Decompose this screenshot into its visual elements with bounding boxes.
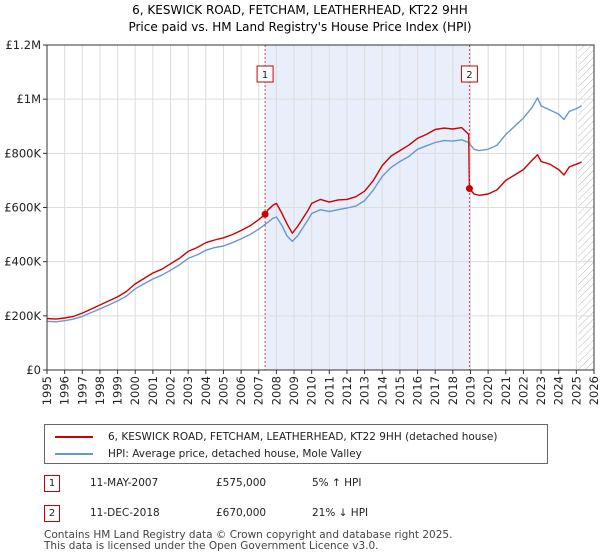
- sale-label-text: 2: [466, 70, 472, 81]
- sale-label-text: 1: [262, 70, 268, 81]
- x-tick-label: 2004: [199, 376, 213, 405]
- x-tick-label: 2025: [569, 376, 583, 405]
- sale-date: 11-DEC-2018: [90, 507, 160, 519]
- x-tick-label: 2024: [552, 376, 566, 405]
- y-tick-label: £800K: [4, 146, 41, 160]
- x-tick-label: 1998: [93, 376, 107, 405]
- x-tick-label: 2022: [516, 376, 530, 405]
- hpi-line: [46, 97, 582, 323]
- x-tick-label: 2003: [181, 376, 195, 405]
- y-tick-label: £1.2M: [5, 38, 41, 52]
- x-tick-label: 2021: [499, 376, 513, 405]
- footer-copyright: Contains HM Land Registry data © Crown c…: [44, 529, 453, 541]
- x-tick-label: 2013: [358, 376, 372, 405]
- x-tick-label: 2011: [322, 376, 336, 405]
- x-tick-label: 2020: [481, 376, 495, 405]
- property-price-line: [46, 126, 582, 320]
- x-tick-label: 1996: [58, 376, 72, 405]
- series-lines: [46, 97, 582, 323]
- y-tick-label: £200K: [4, 309, 41, 323]
- legend-label-hpi: HPI: Average price, detached house, Mole…: [108, 448, 362, 460]
- x-tick-label: 2006: [234, 376, 248, 405]
- y-tick-label: £1M: [16, 92, 41, 106]
- y-tick-label: £400K: [4, 255, 41, 269]
- x-tick-label: 2026: [587, 376, 600, 405]
- x-tick-label: 2012: [340, 376, 354, 405]
- y-tick-label: £0: [26, 363, 41, 377]
- legend: 6, KESWICK ROAD, FETCHAM, LEATHERHEAD, K…: [44, 424, 548, 464]
- legend-swatch-hpi: [55, 453, 93, 455]
- sale-price: £670,000: [216, 507, 267, 519]
- sale-number-badge: 2: [44, 505, 60, 522]
- x-tick-label: 2019: [463, 376, 477, 405]
- x-tick-label: 1995: [40, 376, 54, 405]
- sale-label-box: [460, 65, 478, 83]
- x-tick-label: 2016: [411, 376, 425, 405]
- y-tick-label: £600K: [4, 201, 41, 215]
- x-tick-label: 2015: [393, 376, 407, 405]
- x-tick-label: 2018: [446, 376, 460, 405]
- x-tick-label: 2023: [534, 376, 548, 405]
- chart-subtitle: Price paid vs. HM Land Registry's House …: [128, 20, 471, 34]
- x-tick-label: 2000: [128, 376, 142, 405]
- x-tick-label: 2002: [164, 376, 178, 405]
- chart-title: 6, KESWICK ROAD, FETCHAM, LEATHERHEAD, K…: [132, 3, 468, 17]
- legend-label-property: 6, KESWICK ROAD, FETCHAM, LEATHERHEAD, K…: [108, 431, 498, 443]
- x-tick-label: 1997: [75, 376, 89, 405]
- sale-number-badge: 1: [44, 475, 60, 492]
- sale-point: [465, 185, 473, 193]
- x-tick-label: 2001: [146, 376, 160, 405]
- legend-item-hpi: HPI: Average price, detached house, Mole…: [55, 446, 362, 462]
- sale-hpi-change: 21% ↓ HPI: [312, 507, 369, 519]
- price-chart: 6, KESWICK ROAD, FETCHAM, LEATHERHEAD, K…: [4, 3, 600, 405]
- x-tick-label: 2009: [287, 376, 301, 405]
- x-tick-label: 1999: [111, 376, 125, 405]
- x-tick-label: 2014: [375, 376, 389, 405]
- sale-label-box: [256, 65, 274, 83]
- legend-item-property: 6, KESWICK ROAD, FETCHAM, LEATHERHEAD, K…: [55, 429, 498, 445]
- x-tick-label: 2007: [252, 376, 266, 405]
- x-tick-label: 2010: [305, 376, 319, 405]
- sale-hpi-change: 5% ↑ HPI: [312, 477, 362, 489]
- legend-swatch-property: [55, 436, 93, 438]
- x-tick-label: 2008: [269, 376, 283, 405]
- sale-date: 11-MAY-2007: [90, 477, 159, 489]
- x-tick-label: 2017: [428, 376, 442, 405]
- footer-licence: This data is licensed under the Open Gov…: [44, 540, 379, 552]
- sale-price: £575,000: [216, 477, 267, 489]
- sale-point: [261, 210, 269, 218]
- footer: Contains HM Land Registry data © Crown c…: [44, 530, 452, 552]
- x-tick-label: 2005: [216, 376, 230, 405]
